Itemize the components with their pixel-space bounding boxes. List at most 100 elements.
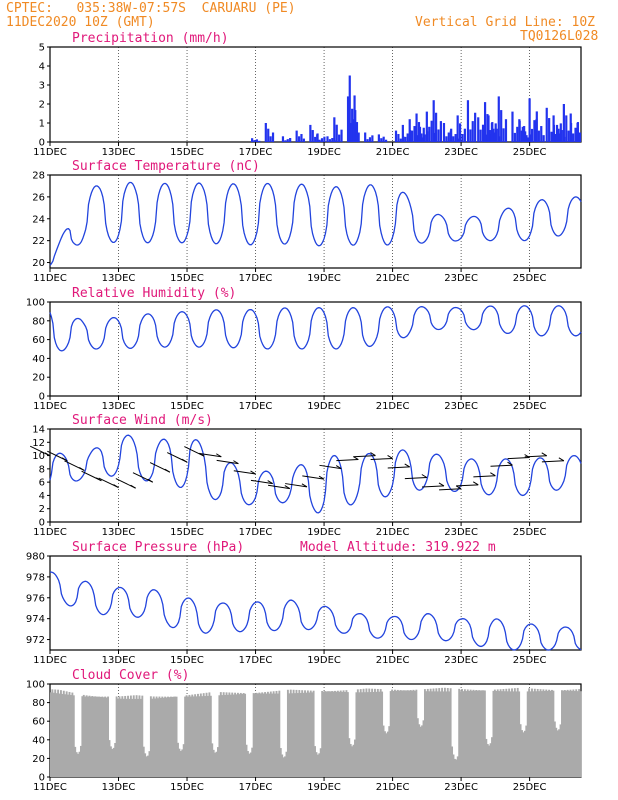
- wind-arrow: [233, 470, 256, 475]
- y-tick-label: 4: [39, 62, 45, 73]
- cloud-bar: [61, 693, 64, 777]
- cloud-bar: [476, 690, 479, 777]
- cloud-bar: [315, 752, 318, 777]
- precip-bar: [401, 124, 404, 142]
- precip-bar: [406, 133, 409, 142]
- cloud-bar: [118, 696, 121, 777]
- cloud-bar: [559, 724, 562, 777]
- precip-bar: [352, 128, 355, 142]
- cloud-bar: [356, 689, 359, 777]
- cloud-bar: [148, 751, 151, 777]
- cloud-bar: [115, 696, 118, 777]
- cloud-bar: [259, 693, 262, 777]
- cloud-bar: [104, 696, 107, 777]
- x-tick-label: 21DEC: [376, 527, 410, 538]
- cloud-bar: [151, 698, 154, 777]
- x-tick-label: 11DEC: [33, 401, 67, 412]
- precip-bar: [302, 138, 305, 142]
- panel-title: Precipitation (mm/h): [72, 31, 229, 46]
- x-tick-label: 25DEC: [513, 655, 547, 666]
- cloud-bar: [426, 688, 429, 777]
- precip-bar: [471, 121, 474, 142]
- cloud-bar: [82, 694, 85, 777]
- cloud-bar: [475, 690, 478, 777]
- cloud-bar: [122, 698, 125, 777]
- cloud-bar: [74, 746, 77, 777]
- cloud-bar: [55, 693, 58, 777]
- precip-bar: [258, 140, 261, 142]
- precip-bar: [437, 129, 440, 142]
- precip-bar: [309, 124, 312, 142]
- cloud-bar: [425, 691, 428, 777]
- precip-bar: [340, 129, 343, 142]
- x-tick-label: 21DEC: [376, 273, 410, 284]
- precip-bar: [300, 134, 303, 142]
- cloud-bar: [246, 751, 249, 777]
- cloud-bar: [366, 692, 369, 777]
- y-tick-label: 2: [39, 100, 45, 111]
- x-tick-label: 11DEC: [33, 782, 67, 793]
- cloud-bar: [566, 689, 569, 777]
- cloud-bar: [207, 695, 209, 777]
- cloud-bar: [552, 690, 555, 777]
- wind-arrow: [421, 485, 444, 488]
- cloud-bar: [389, 691, 392, 777]
- cloud-bar: [398, 690, 401, 777]
- cloud-bar: [411, 690, 414, 777]
- cloud-bar: [209, 695, 212, 777]
- precip-bar: [479, 129, 482, 142]
- cloud-bar: [85, 695, 88, 777]
- precip-bar: [338, 134, 341, 142]
- cloud-bar: [452, 754, 455, 777]
- x-tick-label: 15DEC: [170, 782, 204, 793]
- precip-bar: [449, 130, 452, 142]
- wind-arrow: [524, 455, 547, 458]
- y-tick-label: 40: [32, 354, 45, 365]
- precip-bar: [408, 119, 411, 142]
- cloud-bar: [384, 731, 386, 777]
- model-altitude-annotation: Model Altitude: 319.922 m: [300, 540, 496, 555]
- x-tick-label: 21DEC: [376, 401, 410, 412]
- cloud-bar: [149, 696, 152, 777]
- cloud-bar: [512, 691, 515, 777]
- precip-bar: [504, 119, 508, 142]
- cloud-bar: [78, 751, 81, 777]
- precip-bar: [255, 139, 259, 142]
- cloud-bar: [272, 691, 275, 777]
- precip-bar: [565, 115, 568, 142]
- series-line: [49, 305, 582, 352]
- cloud-bar: [192, 696, 195, 777]
- cloud-bar: [101, 696, 104, 777]
- cloud-bar: [194, 694, 197, 777]
- cloud-bar: [436, 691, 439, 777]
- y-tick-label: 100: [26, 680, 45, 691]
- wind-arrow-head: [301, 483, 308, 488]
- cloud-bar: [245, 744, 248, 777]
- cloud-bar: [445, 691, 448, 777]
- cloud-bar: [542, 689, 545, 777]
- cloud-bar: [448, 691, 451, 777]
- cloud-bar: [117, 698, 119, 777]
- cloud-bar: [459, 691, 462, 777]
- cloud-bar: [298, 690, 301, 777]
- cloud-bar: [204, 696, 207, 777]
- cloud-bar: [264, 692, 267, 777]
- cloud-bar: [358, 692, 361, 777]
- cloud-bar: [571, 690, 573, 777]
- wind-arrow: [250, 479, 273, 485]
- precip-bar: [540, 126, 543, 142]
- cloud-bar: [241, 693, 244, 777]
- cloud-bar: [239, 692, 242, 777]
- cloud-bar: [306, 690, 309, 777]
- cloud-bar: [325, 691, 328, 777]
- cloud-bar: [364, 692, 366, 777]
- cloud-bar: [268, 693, 271, 777]
- y-tick-label: 26: [32, 192, 45, 203]
- cloud-bar: [481, 690, 483, 777]
- cloud-bar: [158, 696, 161, 777]
- y-tick-label: 80: [32, 316, 45, 327]
- cloud-bar: [295, 689, 298, 777]
- cloud-bar: [109, 746, 112, 777]
- y-tick-label: 4: [39, 491, 45, 502]
- precip-bar: [555, 124, 559, 142]
